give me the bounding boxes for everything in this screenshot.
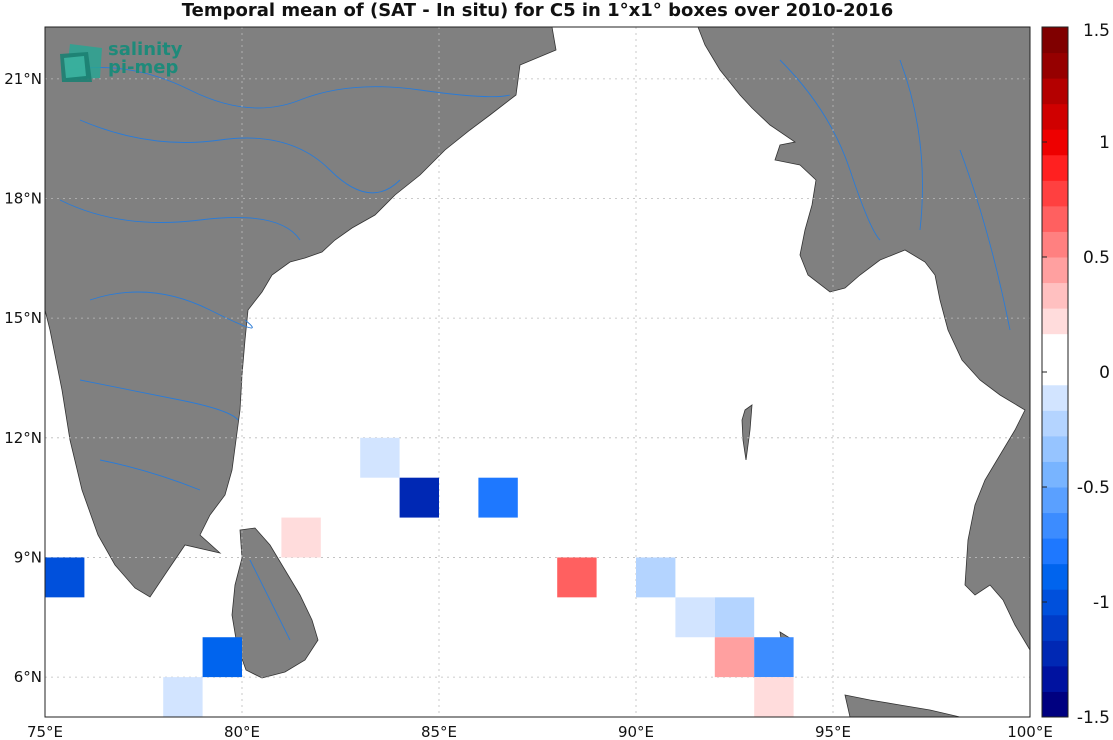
colorbar-segment <box>1042 154 1068 181</box>
lat-tick-label: 15°N <box>4 309 42 327</box>
salinity-pi-mep-logo: salinity pi-mep <box>58 40 208 84</box>
logo-text-line2: pi-mep <box>108 57 179 78</box>
data-cells <box>45 437 794 717</box>
land-andaman <box>741 404 753 461</box>
colorbar-segment <box>1042 384 1068 411</box>
colorbar-tick-label: -1.5 <box>1077 708 1110 728</box>
lat-tick-label: 12°N <box>4 429 42 447</box>
colorbar <box>1041 26 1069 718</box>
data-cell <box>557 557 597 598</box>
colorbar-segment <box>1042 308 1068 335</box>
colorbar-segment <box>1042 52 1068 79</box>
colorbar-tick-label: -1 <box>1093 593 1110 613</box>
data-cell <box>714 597 755 638</box>
data-cell <box>163 677 203 717</box>
colorbar-segment <box>1042 640 1068 667</box>
colorbar-segment <box>1042 461 1068 488</box>
latitude-labels: 6°N 9°N 12°N 15°N 18°N 21°N <box>4 70 42 686</box>
colorbar-segment <box>1042 512 1068 539</box>
colorbar-tick-label: 1 <box>1099 133 1110 153</box>
colorbar-segment <box>1042 27 1068 54</box>
land-india <box>44 26 557 598</box>
data-cell <box>636 557 676 598</box>
lon-tick-label: 95°E <box>815 723 851 740</box>
rivers <box>59 59 1011 641</box>
data-cell <box>675 597 715 638</box>
colorbar-segment <box>1042 665 1068 692</box>
longitude-labels: 75°E 80°E 85°E 90°E 95°E 100°E <box>27 723 1053 740</box>
land-east <box>697 26 1031 652</box>
colorbar-segment <box>1042 78 1068 105</box>
colorbar-tick-label: 0.5 <box>1083 248 1110 268</box>
lon-tick-label: 80°E <box>224 723 260 740</box>
lat-tick-label: 18°N <box>4 190 42 208</box>
lat-tick-label: 6°N <box>14 668 42 686</box>
colorbar-segment <box>1042 691 1068 718</box>
lat-tick-label: 21°N <box>4 70 42 88</box>
colorbar-segment <box>1042 614 1068 641</box>
colorbar-tick-label: 0 <box>1099 363 1110 383</box>
data-cell <box>360 437 400 478</box>
colorbar-labels: -1.5 -1 -0.5 0 0.5 1 1.5 <box>1042 21 1110 728</box>
data-cell <box>202 637 242 678</box>
lon-tick-label: 90°E <box>618 723 654 740</box>
colorbar-segment <box>1042 538 1068 565</box>
lon-tick-label: 100°E <box>1007 723 1053 740</box>
colorbar-segment <box>1042 282 1068 309</box>
colorbar-segment <box>1042 231 1068 258</box>
data-cell <box>478 477 518 518</box>
colorbar-segment <box>1042 435 1068 462</box>
colorbar-segment <box>1042 487 1068 514</box>
colorbar-segment <box>1042 180 1068 207</box>
lon-tick-label: 75°E <box>27 723 63 740</box>
colorbar-segment <box>1042 257 1068 284</box>
logo-icon <box>60 44 102 82</box>
data-cell <box>399 477 439 518</box>
lat-tick-label: 9°N <box>14 548 42 566</box>
colorbar-tick-label: 1.5 <box>1083 21 1110 41</box>
data-cell <box>45 557 85 598</box>
colorbar-segment <box>1042 103 1068 130</box>
colorbar-segment <box>1042 410 1068 437</box>
data-cell <box>281 517 321 558</box>
map-frame <box>44 26 1031 718</box>
land-sri-lanka <box>231 527 319 679</box>
map-title: Temporal mean of (SAT - In situ) for C5 … <box>181 0 894 21</box>
data-cell <box>754 637 794 678</box>
logo-text-line1: salinity <box>108 39 183 60</box>
colorbar-segment <box>1042 205 1068 232</box>
colorbar-segment <box>1042 563 1068 590</box>
colorbar-tick-label: -0.5 <box>1077 478 1110 498</box>
colorbar-segment <box>1042 333 1068 360</box>
lon-tick-label: 85°E <box>421 723 457 740</box>
data-cell <box>714 637 755 678</box>
data-cell <box>754 677 794 717</box>
